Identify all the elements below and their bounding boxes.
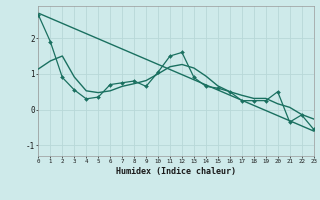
X-axis label: Humidex (Indice chaleur): Humidex (Indice chaleur) [116, 167, 236, 176]
